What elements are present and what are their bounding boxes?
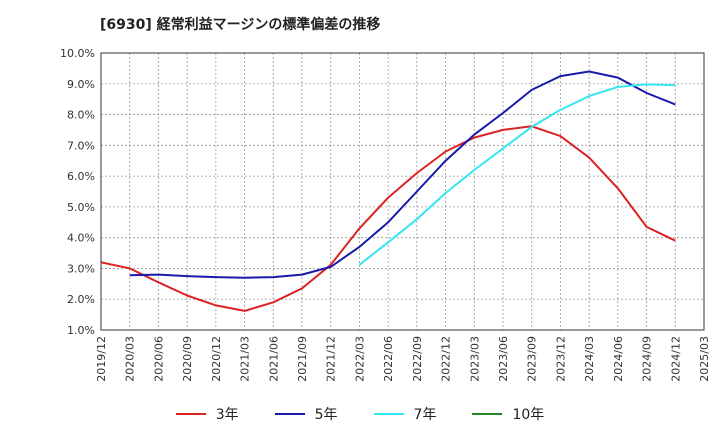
x-axis-ticks: 2019/12 2020/03 2020/06 2020/09 2020/12 2021/… xyxy=(95,336,711,382)
plot-frame xyxy=(100,52,705,331)
y-tick-label: 9.0% xyxy=(67,78,95,91)
x-tick-label: 2024/12 xyxy=(669,336,682,382)
y-tick-label: 10.0% xyxy=(60,47,95,60)
series-line-3年 xyxy=(100,125,676,312)
x-tick-label: 2023/06 xyxy=(497,336,510,382)
legend-item: 7年 xyxy=(373,404,437,424)
x-tick-label: 2021/06 xyxy=(267,336,280,382)
x-tick-label: 2024/09 xyxy=(641,336,654,382)
legend-label: 10年 xyxy=(512,407,545,423)
legend-label: 3年 xyxy=(215,407,239,423)
x-tick-label: 2020/06 xyxy=(152,336,165,382)
legend-swatch xyxy=(472,413,503,415)
x-tick-label: 2023/03 xyxy=(468,336,481,382)
y-tick-label: 3.0% xyxy=(67,262,95,275)
series-line-5年 xyxy=(129,70,676,279)
legend-item: 3年 xyxy=(175,404,239,424)
chart-title: [6930] 経常利益マージンの標準偏差の推移 xyxy=(100,17,381,33)
legend-item: 10年 xyxy=(472,404,544,424)
x-tick-label: 2020/12 xyxy=(210,336,223,382)
x-tick-label: 2020/09 xyxy=(181,336,194,382)
y-tick-label: 2.0% xyxy=(67,293,95,306)
legend-label: 5年 xyxy=(314,407,338,423)
x-tick-label: 2023/09 xyxy=(526,336,539,382)
legend-swatch xyxy=(373,413,404,415)
legend: 3年 5年 7年 10年 xyxy=(0,404,720,424)
legend-label: 7年 xyxy=(413,407,437,423)
x-tick-label: 2022/03 xyxy=(353,336,366,382)
y-tick-label: 4.0% xyxy=(67,232,95,245)
grid xyxy=(101,53,704,330)
series-line-7年 xyxy=(358,83,676,266)
x-tick-label: 2021/09 xyxy=(296,336,309,382)
y-tick-label: 1.0% xyxy=(67,324,95,337)
x-tick-label: 2022/12 xyxy=(440,336,453,382)
legend-swatch xyxy=(175,413,206,415)
series-lines xyxy=(100,70,676,312)
y-tick-label: 7.0% xyxy=(67,139,95,152)
x-tick-label: 2024/03 xyxy=(583,336,596,382)
x-tick-label: 2020/03 xyxy=(124,336,137,382)
x-tick-label: 2024/06 xyxy=(612,336,625,382)
x-tick-label: 2022/06 xyxy=(382,336,395,382)
y-axis-ticks: 1.0% 2.0% 3.0% 4.0% 5.0% 6.0% 7.0% 8.0% 9.0% 10.0… xyxy=(60,47,95,337)
x-tick-label: 2021/03 xyxy=(239,336,252,382)
x-tick-label: 2025/03 xyxy=(698,336,711,382)
x-tick-label: 2023/12 xyxy=(554,336,567,382)
legend-swatch xyxy=(274,413,305,415)
legend-item: 5年 xyxy=(274,404,338,424)
y-tick-label: 5.0% xyxy=(67,201,95,214)
x-tick-label: 2022/09 xyxy=(411,336,424,382)
y-tick-label: 6.0% xyxy=(67,170,95,183)
x-tick-label: 2019/12 xyxy=(95,336,108,382)
y-tick-label: 8.0% xyxy=(67,109,95,122)
x-tick-label: 2021/12 xyxy=(325,336,338,382)
